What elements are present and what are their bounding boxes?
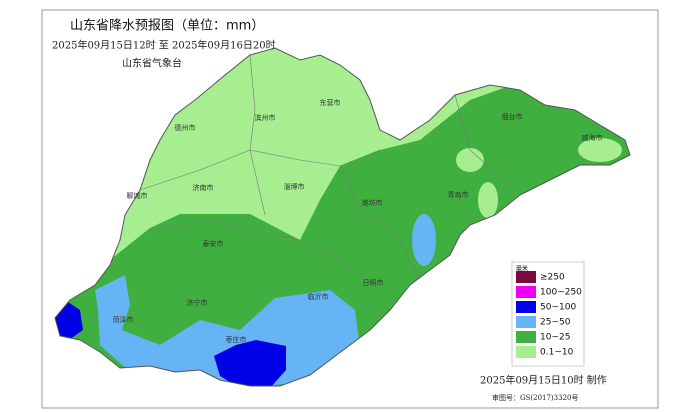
city-label: 临沂市 [308,292,329,301]
light-rain [478,182,498,218]
legend: 毫米 ≥250 100~250 50~100 25~50 10~25 0.1~10 [511,261,585,367]
legend-swatch [516,301,536,313]
period: 2025年09月15日12时 至 2025年09月16日20时 [52,39,276,52]
city-label: 聊城市 [127,191,148,200]
legend-swatch [516,271,536,283]
legend-label: 25~50 [540,318,571,328]
city-label: 德州市 [175,123,196,132]
boundary [454,94,521,196]
rainstorm [214,340,286,386]
city-label: 青岛市 [448,190,469,199]
city-label: 滨州市 [255,113,276,122]
title: 山东省降水预报图（单位：mm） [70,19,264,34]
agency: 山东省气象台 [122,57,182,70]
city-label: 枣庄市 [226,335,247,344]
boundary [139,149,381,191]
legend-swatch [516,286,536,298]
frame [41,9,659,409]
boundary [149,219,381,291]
light-rain [456,148,484,172]
legend-swatch [516,331,536,343]
legend-label: 0.1~10 [540,348,574,358]
legend-label: 100~250 [540,288,582,298]
city-label: 淄博市 [284,182,305,191]
legend-swatch [516,316,536,328]
city-label: 日照市 [363,278,384,287]
legend-label: ≥250 [540,273,565,283]
city-label: 威海市 [582,133,603,142]
legend-swatch [516,346,536,358]
heavy-rain [412,214,436,266]
made-time: 2025年09月15日10时 制作 [480,374,607,387]
city-label: 菏泽市 [113,315,134,324]
city-label: 泰安市 [203,239,224,248]
heavy-rain [95,275,360,386]
boundary [249,54,266,216]
light-rain [578,138,622,162]
city-label: 济宁市 [187,298,208,307]
boundary [339,165,421,281]
legend-title: 毫米 [516,265,528,273]
legend-label: 50~100 [540,303,576,313]
city-label: 烟台市 [502,112,523,121]
city-label: 潍坊市 [362,198,383,207]
legend-label: 10~25 [540,333,570,343]
city-label: 东营市 [320,98,341,107]
city-label: 济南市 [193,183,214,192]
approval: 审图号：GS(2017)3320号 [492,393,578,402]
